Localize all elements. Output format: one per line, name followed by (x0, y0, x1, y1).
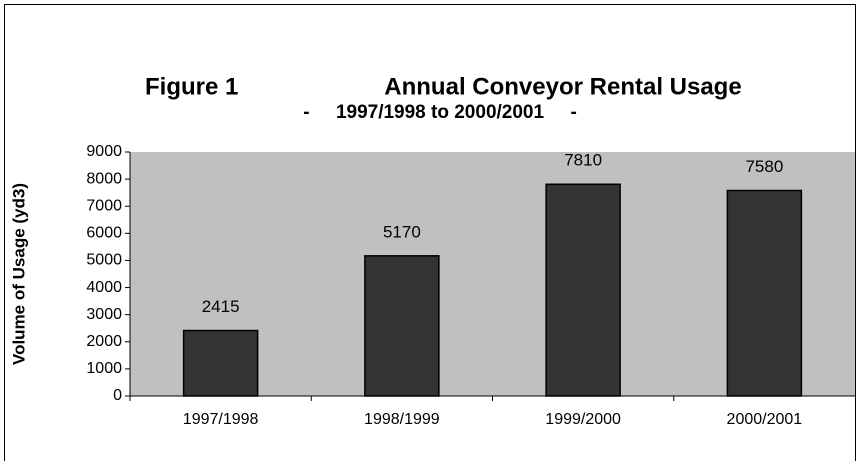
y-tick-label: 1000 (86, 360, 122, 377)
x-tick-label: 1999/2000 (545, 411, 621, 428)
x-tick-label: 2000/2001 (727, 411, 803, 428)
y-tick-label: 5000 (86, 252, 122, 269)
bar (182, 329, 259, 397)
y-tick-label: 0 (113, 387, 122, 404)
data-label: 7810 (564, 151, 602, 170)
data-label: 2415 (202, 297, 240, 316)
y-axis-label: Volume of Usage (yd3) (9, 183, 28, 365)
chart-subtitle: - 1997/1998 to 2000/2001 - (303, 102, 577, 123)
bar (545, 183, 621, 397)
chart-title: Annual Conveyor Rental Usage (384, 73, 741, 100)
data-label: 7580 (745, 157, 783, 176)
y-tick-label: 8000 (86, 170, 122, 187)
y-tick-label: 6000 (86, 225, 122, 242)
bar (726, 189, 803, 397)
y-tick-label: 9000 (86, 143, 122, 160)
y-tick-label: 7000 (86, 197, 122, 214)
bar (364, 255, 440, 397)
y-tick-label: 3000 (86, 306, 122, 323)
y-tick-label: 2000 (86, 333, 122, 350)
data-label: 5170 (383, 222, 421, 241)
x-tick-label: 1998/1999 (364, 411, 440, 428)
x-tick-label: 1997/1998 (183, 411, 259, 428)
y-tick-label: 4000 (86, 279, 122, 296)
figure-label: Figure 1 (145, 73, 238, 100)
